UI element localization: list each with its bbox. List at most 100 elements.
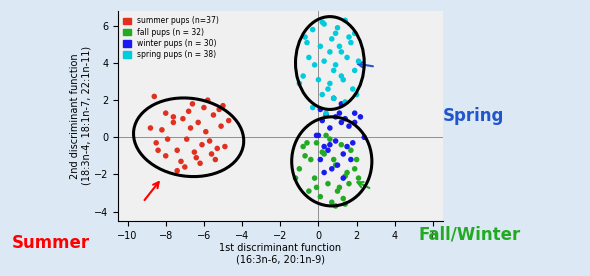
Point (350, 68, 359, 73)
Point (348, 87, 358, 91)
Point (327, 37, 336, 41)
Point (339, 152, 348, 156)
Point (319, 170, 329, 175)
Point (346, 40, 356, 45)
Point (212, 146, 222, 151)
Point (172, 148, 182, 152)
Point (195, 161, 205, 166)
Point (339, 196, 348, 201)
Point (322, 113, 331, 117)
Point (331, 204, 340, 208)
Point (161, 111, 171, 115)
Point (350, 111, 359, 115)
Text: Spring: Spring (442, 107, 504, 125)
Point (316, 44, 325, 49)
Point (340, 100, 350, 104)
Point (350, 120, 359, 125)
Point (300, 35, 310, 39)
Point (220, 144, 230, 149)
Point (176, 159, 186, 164)
Point (294, 167, 304, 171)
Point (157, 128, 166, 132)
Point (335, 44, 344, 49)
Point (344, 124, 353, 128)
Point (299, 144, 308, 149)
Point (329, 157, 339, 162)
X-axis label: 1st discriminant function
(16:3n-6, 20:1n-9): 1st discriminant function (16:3n-6, 20:1… (219, 243, 341, 265)
Point (339, 78, 348, 82)
Point (335, 111, 344, 115)
Point (182, 137, 191, 141)
Point (184, 109, 194, 113)
Point (308, 27, 317, 32)
Point (188, 102, 197, 106)
Point (312, 141, 321, 145)
Point (340, 116, 350, 121)
Point (337, 120, 346, 125)
Point (306, 157, 316, 162)
Point (329, 96, 339, 100)
Point (199, 105, 209, 110)
Point (352, 157, 361, 162)
Point (310, 176, 319, 180)
Point (359, 135, 369, 139)
Point (331, 115, 340, 119)
Point (323, 181, 333, 186)
Point (302, 141, 312, 145)
Point (323, 148, 333, 152)
Point (194, 120, 203, 125)
Text: Fall/Winter: Fall/Winter (419, 225, 521, 244)
Point (169, 120, 178, 125)
Point (180, 165, 189, 169)
Point (304, 55, 314, 60)
Point (342, 55, 352, 60)
Point (146, 126, 155, 130)
Point (322, 111, 331, 115)
Point (352, 92, 361, 97)
Point (211, 157, 220, 162)
Point (333, 163, 342, 167)
Point (325, 126, 335, 130)
Point (197, 142, 206, 147)
Point (172, 168, 182, 173)
Point (344, 181, 353, 186)
Point (302, 40, 312, 45)
Point (201, 129, 211, 134)
Point (329, 68, 339, 73)
Point (316, 195, 325, 199)
Point (331, 63, 340, 67)
Point (317, 118, 327, 123)
Point (329, 96, 339, 100)
Point (205, 139, 214, 143)
Point (316, 107, 325, 112)
Legend: summer pups (n=37), fall pups (n = 32), winter pups (n = 30), spring pups (n = 3: summer pups (n=37), fall pups (n = 32), … (122, 15, 221, 61)
Point (314, 133, 323, 138)
Point (312, 133, 321, 138)
Point (322, 133, 331, 138)
Point (333, 26, 342, 30)
Text: Summer: Summer (12, 234, 90, 252)
Point (224, 118, 234, 123)
Point (346, 148, 356, 152)
Point (189, 150, 199, 154)
Y-axis label: 2nd discriminant function
(18:3n-4, 18:1n-7, 22:1n-11): 2nd discriminant function (18:3n-4, 18:1… (70, 46, 91, 185)
Point (350, 31, 359, 36)
Point (350, 167, 359, 171)
Point (331, 31, 340, 36)
Point (346, 157, 356, 162)
Point (331, 163, 340, 167)
Point (327, 200, 336, 205)
Point (209, 113, 218, 117)
Point (342, 144, 352, 149)
Point (203, 98, 212, 102)
Point (325, 142, 335, 147)
Point (340, 174, 350, 179)
Point (299, 74, 308, 78)
Point (335, 185, 344, 190)
Point (354, 59, 363, 63)
Point (337, 142, 346, 147)
Point (319, 22, 329, 26)
Point (316, 157, 325, 162)
Point (300, 154, 310, 158)
Point (149, 94, 159, 99)
